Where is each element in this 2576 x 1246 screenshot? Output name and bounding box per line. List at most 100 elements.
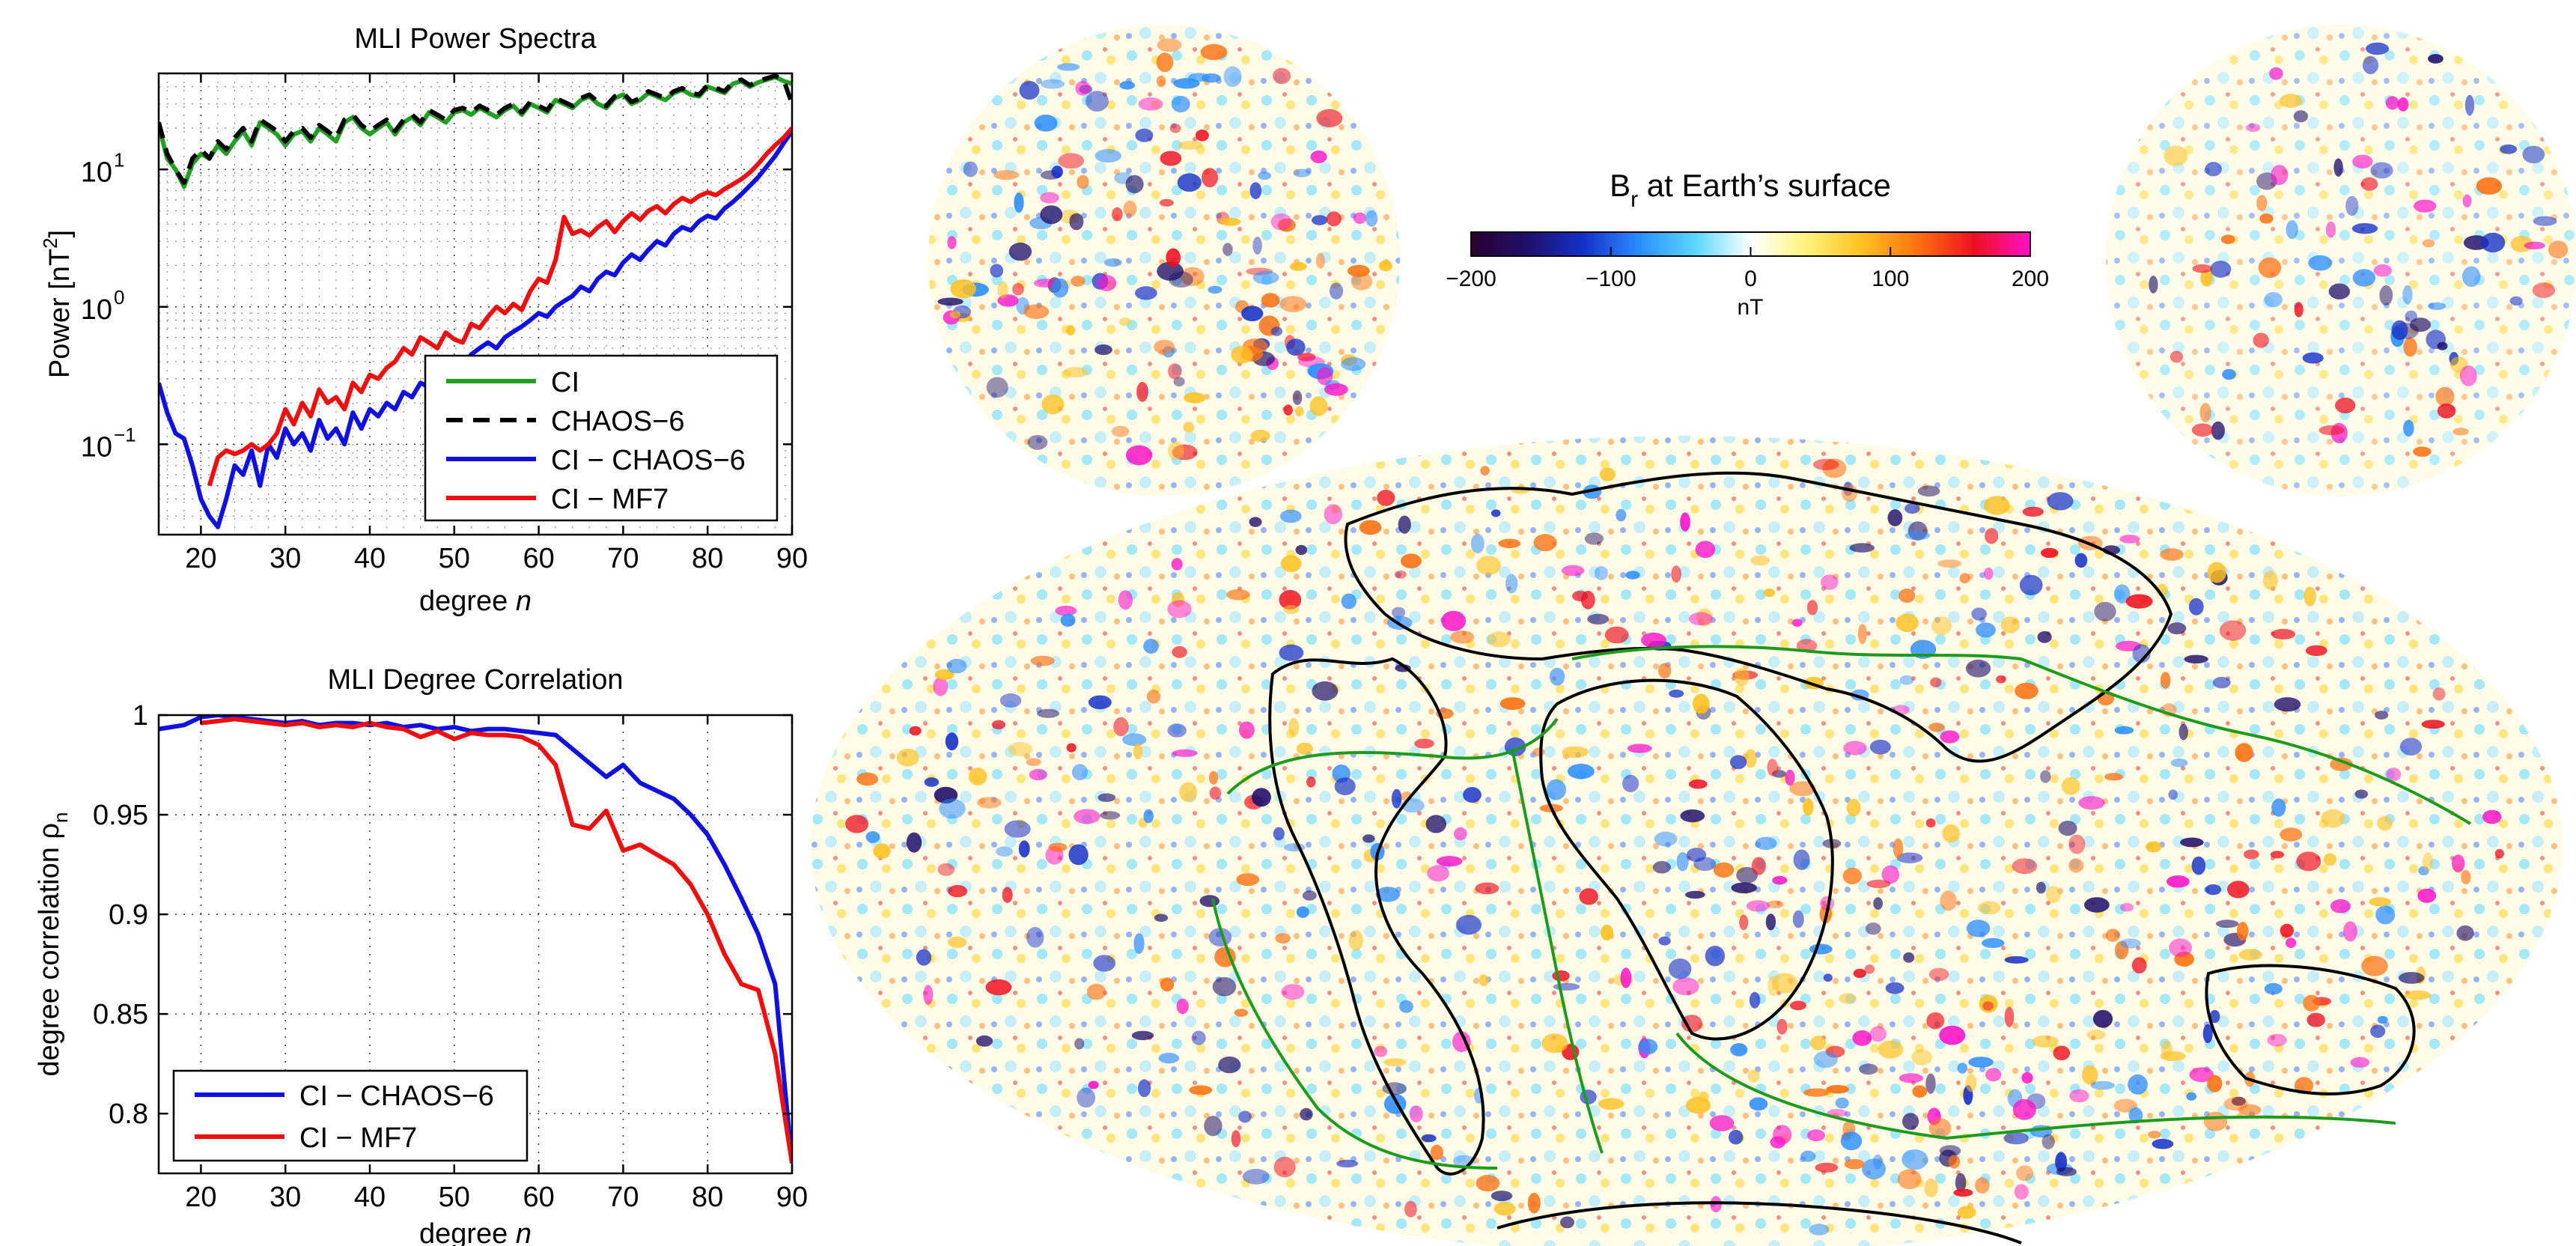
anomaly-blob [2041, 547, 2059, 559]
anomaly-blob [1040, 205, 1063, 225]
anomaly-blob [2238, 949, 2262, 961]
anomaly-blob [2428, 302, 2446, 310]
anomaly-blob [1160, 977, 1175, 992]
anomaly-blob [1383, 1058, 1407, 1066]
anomaly-blob [1809, 1224, 1830, 1236]
anomaly-blob [1966, 920, 1991, 937]
anomaly-blob [1222, 243, 1233, 257]
anomaly-blob [1160, 198, 1174, 207]
anomaly-blob [1409, 1105, 1423, 1122]
anomaly-blob [1094, 344, 1112, 356]
anomaly-blob [2264, 982, 2283, 995]
anomaly-blob [1599, 467, 1616, 481]
x-tick-label: 60 [523, 1182, 554, 1213]
anomaly-blobs [845, 38, 2569, 1236]
anomaly-blob [1236, 873, 1260, 887]
anomaly-blob [1133, 933, 1145, 954]
anomaly-blob [2215, 920, 2239, 929]
anomaly-blob [1878, 1040, 1904, 1059]
anomaly-blob [1168, 441, 1184, 461]
anomaly-blob [1767, 759, 1778, 777]
anomaly-blob [2360, 177, 2378, 191]
power-spectra-x-label: degree n [419, 586, 532, 617]
anomaly-blob [1178, 141, 1204, 150]
colorbar-tick-label: −100 [1586, 267, 1636, 291]
anomaly-blob [1685, 890, 1705, 899]
anomaly-blob [1567, 763, 1595, 779]
anomaly-blob [1532, 747, 1545, 757]
anomaly-blob [2092, 1009, 2113, 1028]
anomaly-blob [1430, 1144, 1443, 1161]
anomaly-blob [2184, 654, 2208, 663]
series-line-1-3 [207, 127, 792, 487]
anomaly-blob [1135, 286, 1157, 300]
anomaly-blob [1552, 970, 1570, 982]
anomaly-blob [2304, 586, 2316, 607]
anomaly-blob [2258, 257, 2282, 279]
anomaly-blob [1218, 1056, 1241, 1074]
anomaly-blob [2328, 283, 2351, 300]
anomaly-blob [1736, 866, 1759, 884]
anomaly-blob [1169, 124, 1181, 133]
anomaly-blob [939, 798, 966, 819]
anomaly-blob [2167, 875, 2190, 888]
anomaly-blob [1975, 1177, 1990, 1194]
anomaly-blob [1348, 264, 1370, 277]
anomaly-blob [2058, 821, 2077, 836]
anomaly-blob [2305, 645, 2327, 657]
anomaly-blob [2459, 365, 2477, 386]
anomaly-blob [1041, 394, 1065, 415]
anomaly-blob [990, 264, 1004, 278]
anomaly-blob [1866, 879, 1891, 888]
anomaly-blob [1002, 887, 1013, 903]
anomaly-blob [1041, 79, 1065, 89]
anomaly-blob [2361, 955, 2388, 976]
anomaly-blob [2037, 630, 2052, 643]
anomaly-blob [2210, 261, 2232, 278]
anomaly-blob [2053, 1045, 2071, 1061]
anomaly-blob [2186, 1092, 2196, 1101]
anomaly-blob [2202, 1024, 2213, 1044]
anomaly-blob [1421, 1134, 1437, 1143]
anomaly-blob [2113, 1098, 2137, 1113]
anomaly-blob [2293, 110, 2309, 123]
colorbar-tick-label: −200 [1446, 267, 1496, 291]
anomaly-blob [1755, 836, 1777, 851]
anomaly-blob [1306, 776, 1316, 788]
anomaly-blob [1857, 624, 1867, 645]
anomaly-blob [1763, 588, 1775, 598]
anomaly-blob [896, 748, 919, 767]
anomaly-blob [2160, 548, 2184, 561]
anomaly-blob [2256, 195, 2268, 212]
anomaly-blob [2090, 1081, 2115, 1090]
anomaly-blob [2128, 1107, 2143, 1124]
anomaly-blob [1157, 38, 1182, 52]
anomaly-blob [1191, 1030, 1206, 1045]
anomaly-blob [1365, 210, 1378, 227]
anomaly-blob [2391, 320, 2408, 341]
anomaly-blob [1680, 809, 1705, 823]
anomaly-blob [1172, 592, 1185, 607]
anomaly-blob [2244, 849, 2259, 860]
anomaly-blob [1154, 339, 1175, 355]
x-tick-label: 70 [607, 543, 639, 574]
anomaly-blob [2022, 506, 2044, 517]
anomaly-blob [1965, 1074, 1977, 1092]
anomaly-blob [2294, 302, 2304, 317]
anomaly-blob [2000, 616, 2020, 633]
plate-boundaries [1211, 645, 2472, 1170]
anomaly-blob [1097, 275, 1117, 291]
anomaly-blob [948, 936, 967, 948]
anomaly-blob [1598, 1098, 1625, 1110]
anomaly-blob [2014, 1184, 2029, 1200]
anomaly-blob [2078, 796, 2105, 810]
anomaly-blob [1283, 404, 1293, 416]
anomaly-blob [2068, 834, 2086, 854]
anomaly-blob [2113, 584, 2131, 604]
anomaly-blob [1066, 325, 1076, 336]
anomaly-blob [2061, 777, 2080, 795]
degree-correlation-series [159, 715, 792, 1164]
anomaly-blob [1123, 200, 1137, 217]
anomaly-blob [934, 669, 954, 681]
anomaly-blob [1996, 675, 2006, 684]
